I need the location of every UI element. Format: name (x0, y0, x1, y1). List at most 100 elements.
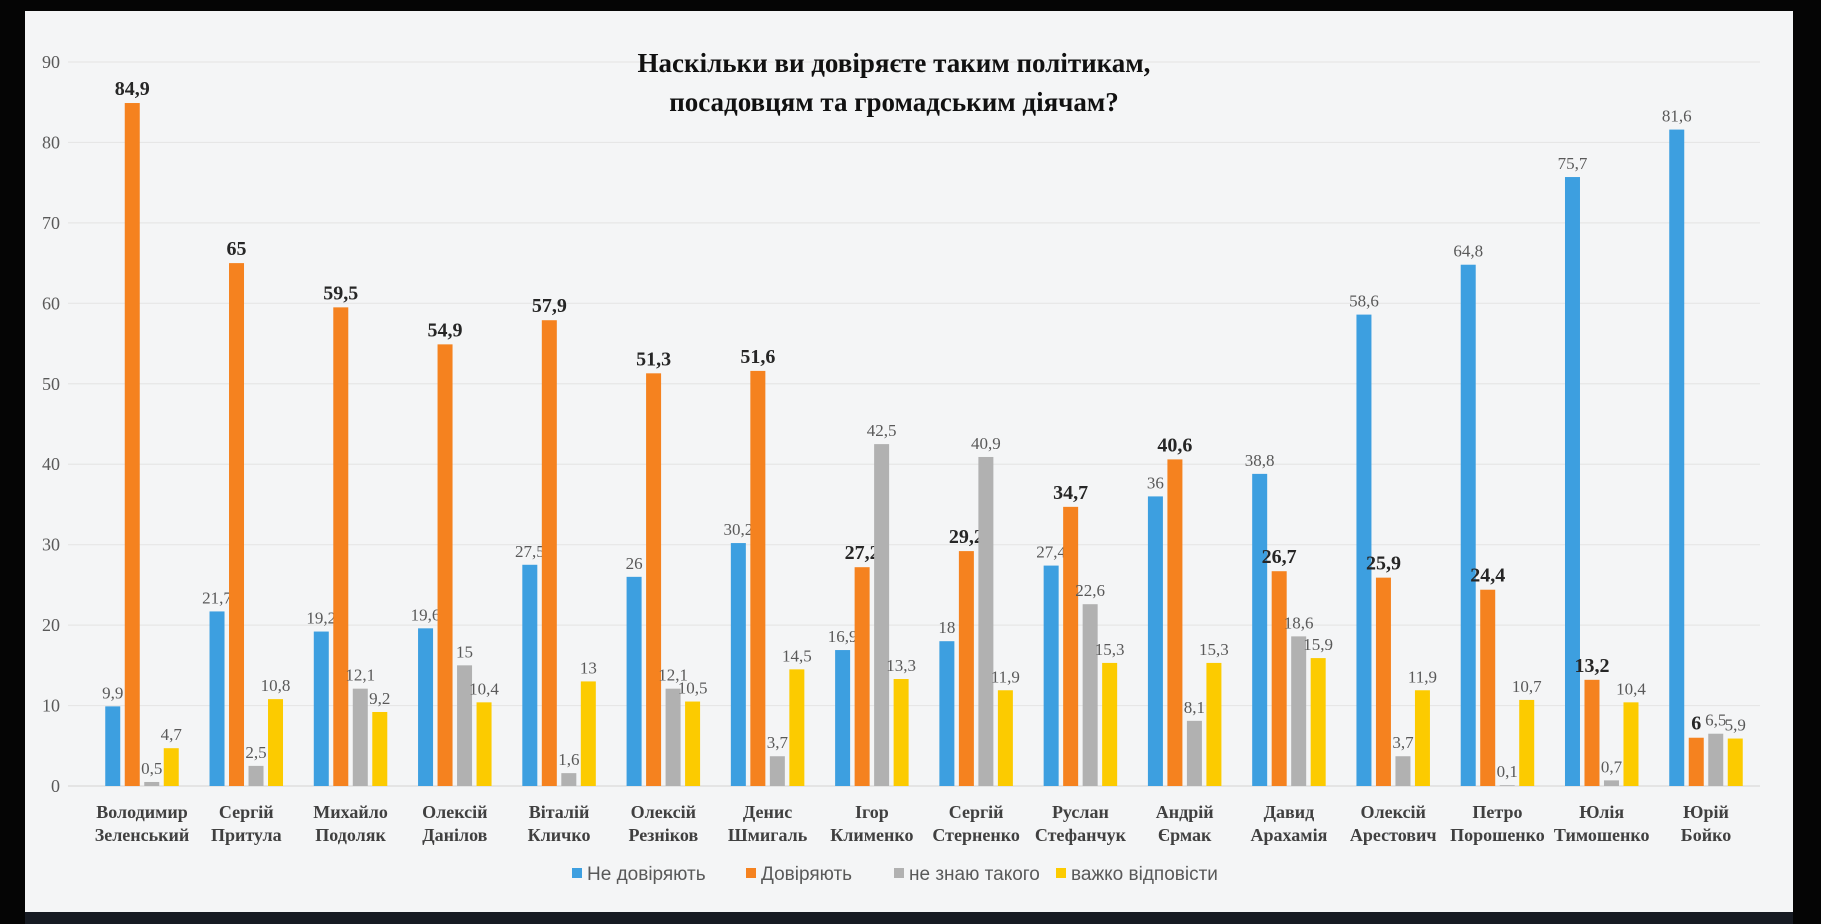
data-label: 26,7 (1262, 546, 1297, 568)
bar-Довіряють (1375, 577, 1391, 786)
bar-Довіряють (958, 551, 974, 786)
data-label: 10,5 (678, 679, 708, 698)
x-category-label: Руслан (1052, 802, 1109, 822)
data-label: 84,9 (115, 78, 150, 100)
data-label: 58,6 (1349, 292, 1379, 311)
x-category-label: Резніков (628, 825, 698, 845)
bar-важко-відповісти (580, 681, 596, 786)
bar-важко-відповісти (163, 748, 179, 786)
bar-не-знаю-такого (144, 781, 160, 786)
data-label: 9,2 (369, 689, 390, 708)
data-label: 11,9 (991, 667, 1020, 686)
bar-не-знаю-такого (457, 665, 473, 786)
chart-title: посадовцям та громадським діячам? (669, 87, 1119, 117)
data-label: 19,6 (411, 605, 441, 624)
legend-swatch (746, 868, 756, 878)
bar-важко-відповісти (893, 679, 909, 786)
bar-Не-довіряють (1669, 129, 1685, 786)
data-label: 18 (938, 618, 955, 637)
x-category-label: Арестович (1350, 825, 1437, 845)
x-category-label: Стефанчук (1035, 825, 1127, 845)
bar-не-знаю-такого (1708, 733, 1724, 786)
bar-Довіряють (437, 344, 453, 786)
data-label: 10,7 (1512, 677, 1542, 696)
y-tick-label: 30 (42, 535, 60, 555)
bar-Довіряють (1271, 571, 1287, 786)
bar-не-знаю-такого (248, 765, 264, 786)
y-tick-label: 80 (42, 132, 60, 152)
data-label: 25,9 (1366, 553, 1401, 575)
bar-важко-відповісти (1206, 662, 1222, 786)
data-label: 2,5 (245, 743, 266, 762)
bar-не-знаю-такого (1603, 780, 1619, 786)
bar-Довіряють (1063, 506, 1079, 786)
bar-не-знаю-такого (1395, 756, 1411, 786)
x-category-label: Арахамія (1251, 825, 1328, 845)
data-label: 38,8 (1245, 451, 1275, 470)
x-category-label: Бойко (1681, 825, 1731, 845)
bar-Не-довіряють (626, 576, 642, 786)
data-label: 51,3 (636, 348, 671, 370)
x-category-label: Данілов (422, 825, 487, 845)
bar-важко-відповісти (1727, 738, 1743, 786)
data-label: 57,9 (532, 295, 567, 317)
bar-важко-відповісти (1414, 690, 1430, 786)
bar-важко-відповісти (997, 690, 1013, 786)
bar-не-знаю-такого (1186, 720, 1202, 786)
data-label: 36 (1147, 473, 1164, 492)
data-label: 12,1 (658, 666, 688, 685)
bar-Не-довіряють (418, 628, 434, 786)
data-label: 10,4 (1616, 679, 1646, 698)
data-label: 26 (626, 554, 643, 573)
data-label: 0,5 (141, 759, 162, 778)
data-label: 15,3 (1095, 640, 1125, 659)
bar-не-знаю-такого (352, 688, 368, 786)
bar-Не-довіряють (835, 650, 851, 786)
bar-Не-довіряють (1043, 565, 1059, 786)
data-label: 27,5 (515, 542, 545, 561)
bar-важко-відповісти (1519, 699, 1535, 786)
data-label: 14,5 (782, 646, 812, 665)
x-category-label: Стерненко (932, 825, 1019, 845)
data-label: 75,7 (1558, 154, 1588, 173)
data-label: 65 (227, 238, 247, 260)
bar-Довіряють (646, 373, 662, 786)
bottom-bar (25, 912, 1793, 924)
x-category-label: Шмигаль (728, 825, 808, 845)
bar-Не-довіряють (1147, 496, 1163, 786)
bar-важко-відповісти (476, 702, 492, 786)
data-label: 30,2 (723, 520, 753, 539)
bar-не-знаю-такого (665, 688, 681, 786)
x-category-label: Єрмак (1158, 825, 1212, 845)
bar-Не-довіряють (730, 543, 746, 786)
data-label: 8,1 (1184, 698, 1205, 717)
data-label: 12,1 (345, 666, 375, 685)
y-tick-label: 70 (42, 213, 60, 233)
bar-Довіряють (750, 370, 766, 786)
bar-важко-відповісти (1310, 658, 1326, 786)
bar-Не-довіряють (209, 611, 225, 786)
bar-Довіряють (333, 307, 349, 786)
bar-Не-довіряють (1252, 473, 1268, 786)
bar-не-знаю-такого (978, 456, 994, 786)
x-category-label: Клименко (830, 825, 913, 845)
data-label: 27,2 (845, 542, 880, 564)
y-tick-label: 20 (42, 615, 60, 635)
data-label: 13 (580, 658, 597, 677)
x-category-label: Володимир (96, 802, 187, 822)
x-category-label: Андрій (1156, 802, 1214, 822)
x-category-label: Віталій (529, 802, 590, 822)
y-tick-label: 10 (42, 696, 60, 716)
bar-не-знаю-такого (1291, 636, 1307, 786)
legend-swatch (572, 868, 582, 878)
data-label: 51,6 (740, 346, 775, 368)
x-category-label: Сергій (219, 802, 274, 822)
legend-swatch (894, 868, 904, 878)
bar-важко-відповісти (268, 699, 284, 786)
bar-не-знаю-такого (874, 444, 890, 786)
data-label: 1,6 (558, 750, 579, 769)
data-label: 6 (1691, 713, 1701, 735)
x-category-label: Ігор (855, 802, 889, 822)
y-tick-label: 60 (42, 293, 60, 313)
